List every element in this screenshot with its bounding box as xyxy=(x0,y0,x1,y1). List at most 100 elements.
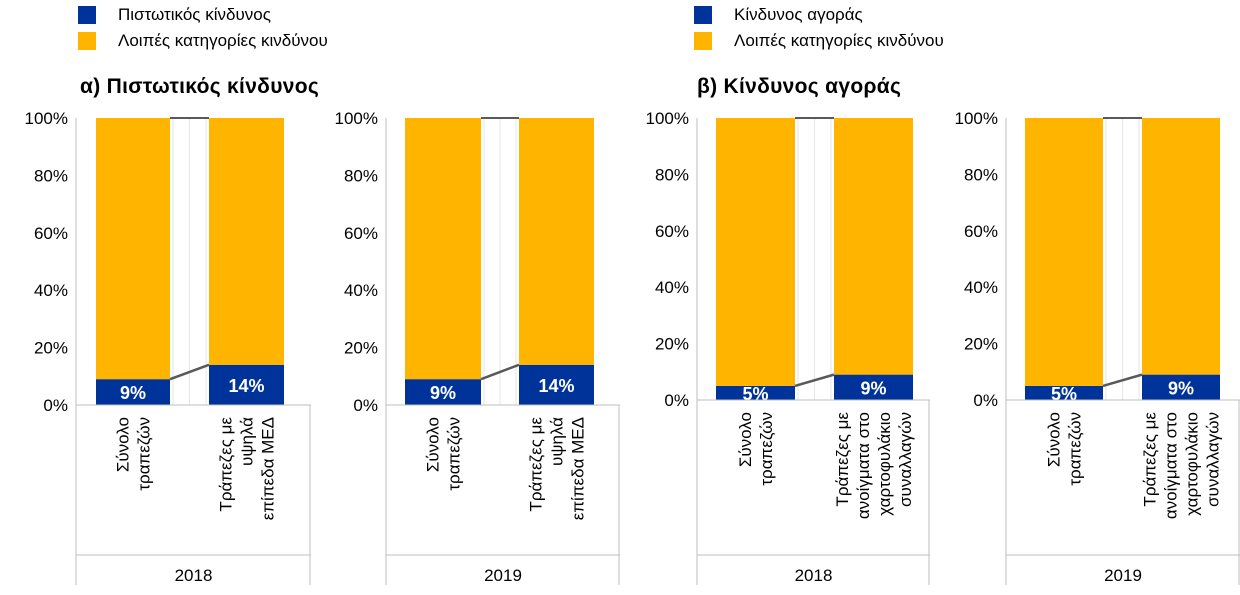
category-label: Σύνολο τραπεζών xyxy=(736,412,776,486)
y-tick-label: 20% xyxy=(344,339,378,358)
category-label-line: επίπεδα ΜΕΔ xyxy=(569,417,588,520)
panel-title-market: β) Κίνδυνος αγοράς xyxy=(697,75,902,98)
bar-other-segment xyxy=(96,118,170,380)
y-tick-label: 100% xyxy=(335,109,378,128)
group-label: 2019 xyxy=(1104,566,1142,585)
bar-other-segment xyxy=(1142,118,1220,375)
category-label-line: τραπεζών xyxy=(1066,412,1085,486)
bar-primary-segment xyxy=(1142,374,1220,400)
category-label-line: Τράπεζες με xyxy=(527,417,546,512)
category-label-line: υψηλά xyxy=(548,417,567,466)
y-tick-label: 60% xyxy=(344,224,378,243)
data-label: 9% xyxy=(430,383,456,403)
series-connector-line xyxy=(169,363,210,381)
legend-item-other: Λοιπές κατηγορίες κινδύνου xyxy=(78,28,328,54)
legend-item-other: Λοιπές κατηγορίες κινδύνου xyxy=(694,28,944,54)
y-tick-label: 60% xyxy=(655,222,689,241)
category-label-line: Σύνολο xyxy=(114,417,133,472)
panel-title-credit: α) Πιστωτικός κίνδυνος xyxy=(80,75,320,98)
category-label: Τράπεζες με ανοίγματα στο χαρτοφυλάκιο συνα… xyxy=(833,412,915,520)
y-tick-label: 0% xyxy=(353,396,378,415)
category-label: Τράπεζες με υψηλά επίπεδα ΜΕΔ xyxy=(217,417,278,521)
data-label: 9% xyxy=(1168,378,1194,398)
category-label-line: Σύνολο xyxy=(1045,412,1064,467)
group-label: 2018 xyxy=(795,566,833,585)
series-connector-line xyxy=(794,373,835,388)
y-tick-label: 20% xyxy=(655,335,689,354)
data-label: 5% xyxy=(742,384,768,404)
legend-credit: Πιστωτικός κίνδυνος Λοιπές κατηγορίες κι… xyxy=(78,2,328,54)
category-label: Τράπεζες με ανοίγματα στο χαρτοφυλάκιο συνα… xyxy=(1141,412,1223,520)
bar-other-segment xyxy=(209,118,284,365)
category-label: Τράπεζες με υψηλά επίπεδα ΜΕΔ xyxy=(527,417,588,521)
legend-label: Λοιπές κατηγορίες κινδύνου xyxy=(118,31,328,50)
bar-other-segment xyxy=(405,118,481,380)
bar-primary-segment xyxy=(519,364,594,405)
y-tick-label: 100% xyxy=(646,109,689,128)
category-label-line: τραπεζών xyxy=(445,417,464,491)
bar-other-segment xyxy=(834,118,913,375)
category-label-line: συναλλαγών xyxy=(896,412,915,507)
legend-item-credit: Πιστωτικός κίνδυνος xyxy=(78,2,328,28)
category-label-line: υψηλά xyxy=(238,417,257,466)
y-tick-label: 80% xyxy=(34,166,68,185)
data-label: 9% xyxy=(860,378,886,398)
category-label-line: Τράπεζες με xyxy=(833,412,852,507)
category-label-line: ανοίγματα στο xyxy=(1162,412,1181,519)
legend-label: Πιστωτικός κίνδυνος xyxy=(118,5,271,24)
data-label: 9% xyxy=(120,383,146,403)
series-connector-line xyxy=(480,363,520,381)
legend-label: Λοιπές κατηγορίες κινδύνου xyxy=(734,31,944,50)
bar-primary-segment xyxy=(1025,385,1103,400)
group-label: 2019 xyxy=(484,566,522,585)
legend-swatch-other xyxy=(694,32,712,50)
y-tick-label: 40% xyxy=(344,281,378,300)
y-tick-label: 100% xyxy=(955,109,998,128)
category-label-line: χαρτοφυλάκιο xyxy=(875,412,894,516)
y-tick-label: 40% xyxy=(964,278,998,297)
y-tick-label: 40% xyxy=(655,278,689,297)
bar-primary-segment xyxy=(716,385,795,400)
category-label-line: τραπεζών xyxy=(757,412,776,486)
series-connector-line xyxy=(1102,373,1143,388)
y-tick-label: 80% xyxy=(655,165,689,184)
y-tick-label: 40% xyxy=(34,281,68,300)
category-label: Σύνολο τραπεζών xyxy=(1045,412,1085,486)
bar-other-segment xyxy=(1025,118,1103,386)
bar-primary-segment xyxy=(405,379,481,405)
category-label: Σύνολο τραπεζών xyxy=(114,417,154,491)
bar-other-segment xyxy=(716,118,795,386)
y-tick-label: 60% xyxy=(964,222,998,241)
y-tick-label: 0% xyxy=(973,391,998,410)
category-label-line: Τράπεζες με xyxy=(217,417,236,512)
bar-primary-segment xyxy=(209,364,284,405)
legend-swatch-credit xyxy=(78,6,96,24)
legend-label: Κίνδυνος αγοράς xyxy=(734,5,863,24)
data-label: 5% xyxy=(1051,384,1077,404)
y-tick-label: 80% xyxy=(344,166,378,185)
legend-swatch-market xyxy=(694,6,712,24)
group-label: 2018 xyxy=(175,566,213,585)
bar-primary-segment xyxy=(834,374,913,400)
y-tick-label: 80% xyxy=(964,165,998,184)
category-label-line: τραπεζών xyxy=(135,417,154,491)
category-label-line: επίπεδα ΜΕΔ xyxy=(259,417,278,520)
legend-item-market: Κίνδυνος αγοράς xyxy=(694,2,944,28)
category-label-line: συναλλαγών xyxy=(1204,412,1223,507)
category-label-line: Σύνολο xyxy=(736,412,755,467)
data-label: 14% xyxy=(228,376,264,396)
y-tick-label: 0% xyxy=(664,391,689,410)
y-tick-label: 60% xyxy=(34,224,68,243)
data-label: 14% xyxy=(538,376,574,396)
y-tick-label: 100% xyxy=(25,109,68,128)
y-tick-label: 0% xyxy=(43,396,68,415)
legend-market: Κίνδυνος αγοράς Λοιπές κατηγορίες κινδύν… xyxy=(694,2,944,54)
bar-other-segment xyxy=(519,118,594,365)
category-label-line: Τράπεζες με xyxy=(1141,412,1160,507)
category-label-line: ανοίγματα στο xyxy=(854,412,873,519)
category-label: Σύνολο τραπεζών xyxy=(424,417,464,491)
legend-swatch-other xyxy=(78,32,96,50)
category-label-line: Σύνολο xyxy=(424,417,443,472)
category-label-line: χαρτοφυλάκιο xyxy=(1183,412,1202,516)
